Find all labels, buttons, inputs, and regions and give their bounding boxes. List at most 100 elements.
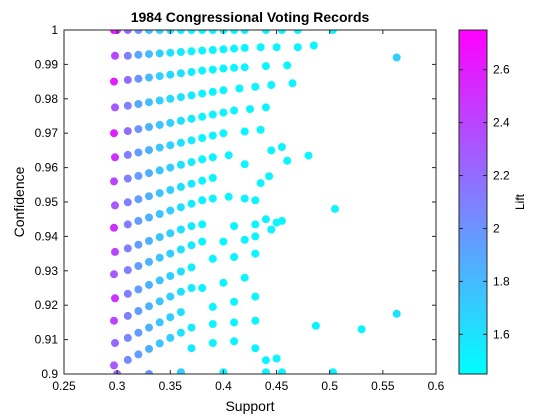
y-tick-label: 0.97 <box>35 126 59 140</box>
scatter-point <box>111 247 119 256</box>
scatter-point <box>187 241 196 250</box>
y-tick-label: 1 <box>51 23 58 37</box>
scatter-point <box>187 284 196 292</box>
scatter-point <box>134 74 143 83</box>
scatter-point <box>123 127 132 136</box>
scatter-point <box>145 370 153 374</box>
scatter-point <box>261 368 270 374</box>
scatter-point <box>134 350 143 359</box>
scatter-point <box>240 30 249 34</box>
scatter-point <box>145 280 153 289</box>
scatter-point <box>110 223 118 232</box>
scatter-point <box>293 30 302 34</box>
scatter-point <box>267 225 276 234</box>
scatter-point <box>155 318 164 327</box>
scatter-point <box>208 302 217 311</box>
x-tick-label: 0.55 <box>371 379 395 393</box>
scatter-point <box>208 320 217 329</box>
scatter-point <box>176 30 185 34</box>
scatter-point <box>155 30 164 34</box>
colorbar-tick-label: 1.8 <box>493 274 510 288</box>
colorbar-tick-label: 2.4 <box>493 116 510 130</box>
scatter-point <box>145 302 153 311</box>
scatter-point <box>283 61 292 70</box>
scatter-point <box>219 86 228 95</box>
scatter-point <box>123 150 132 159</box>
chart-title: 1984 Congressional Voting Records <box>131 9 370 25</box>
scatter-point <box>111 153 119 162</box>
scatter-point <box>111 103 119 112</box>
scatter-point <box>187 47 196 56</box>
scatter-point <box>134 285 143 294</box>
scatter-point <box>176 267 185 276</box>
scatter-point <box>145 30 153 34</box>
colorbar-tick-label: 2.6 <box>493 63 510 77</box>
scatter-point <box>392 309 401 318</box>
scatter-point <box>110 177 118 186</box>
scatter-point <box>176 138 185 147</box>
scatter-point <box>134 171 143 180</box>
scatter-point <box>187 158 196 167</box>
colorbar <box>458 29 488 375</box>
scatter-point <box>134 100 143 108</box>
scatter-point <box>251 196 260 205</box>
scatter-point <box>304 151 313 160</box>
x-tick-label: 0.4 <box>215 379 232 393</box>
scatter-point <box>134 307 143 315</box>
colorbar-tick-label: 1.6 <box>493 327 510 341</box>
scatter-point <box>176 182 185 191</box>
scatter-point <box>187 91 196 100</box>
scatter-point <box>145 73 153 82</box>
scatter-point <box>331 204 339 213</box>
y-tick-label: 0.95 <box>35 195 59 209</box>
y-axis-label: Confidence <box>11 166 27 237</box>
scatter-point <box>145 192 153 201</box>
scatter-point <box>230 222 239 231</box>
scatter-point <box>166 206 175 215</box>
scatter-point <box>145 344 153 353</box>
scatter-point <box>251 249 260 258</box>
scatter-point <box>166 70 175 79</box>
scatter-point <box>155 166 164 175</box>
scatter-point <box>198 196 207 205</box>
scatter-point <box>311 321 320 330</box>
scatter-point <box>208 30 217 34</box>
scatter-point <box>208 194 217 203</box>
scatter-point <box>123 220 132 229</box>
scatter-point <box>208 153 217 162</box>
scatter-point <box>155 72 164 81</box>
scatter-point <box>123 266 132 275</box>
scatter-point <box>166 94 175 103</box>
scatter-point <box>224 151 233 160</box>
scatter-point <box>166 333 175 342</box>
scatter-point <box>208 110 217 119</box>
scatter-point <box>134 30 143 34</box>
scatter-point <box>198 112 207 121</box>
scatter-point <box>166 272 175 280</box>
scatter-point <box>230 318 239 327</box>
colorbar-tick-label: 2.2 <box>493 169 510 183</box>
scatter-point <box>277 368 286 374</box>
scatter-point <box>155 49 164 58</box>
scatter-point <box>240 235 249 244</box>
scatter-point <box>176 203 185 212</box>
plot-area-frame <box>63 29 437 375</box>
scatter-point <box>123 101 132 110</box>
scatter-point <box>123 51 132 60</box>
scatter-point <box>176 160 185 169</box>
y-tick-label: 0.92 <box>35 298 59 312</box>
colorbar-label: Lift <box>513 193 527 210</box>
scatter-point <box>256 125 265 134</box>
scatter-point <box>134 125 143 134</box>
scatter-point <box>208 87 217 96</box>
scatter-point <box>134 195 143 204</box>
scatter-point <box>155 143 164 152</box>
scatter-point <box>110 270 118 279</box>
scatter-point <box>155 297 164 306</box>
scatter-point <box>145 213 153 222</box>
scatter-point <box>145 323 153 332</box>
x-axis-label: Support <box>225 398 274 414</box>
scatter-point <box>166 48 175 57</box>
scatter-point <box>123 30 132 34</box>
y-tick-label: 0.91 <box>35 333 59 347</box>
